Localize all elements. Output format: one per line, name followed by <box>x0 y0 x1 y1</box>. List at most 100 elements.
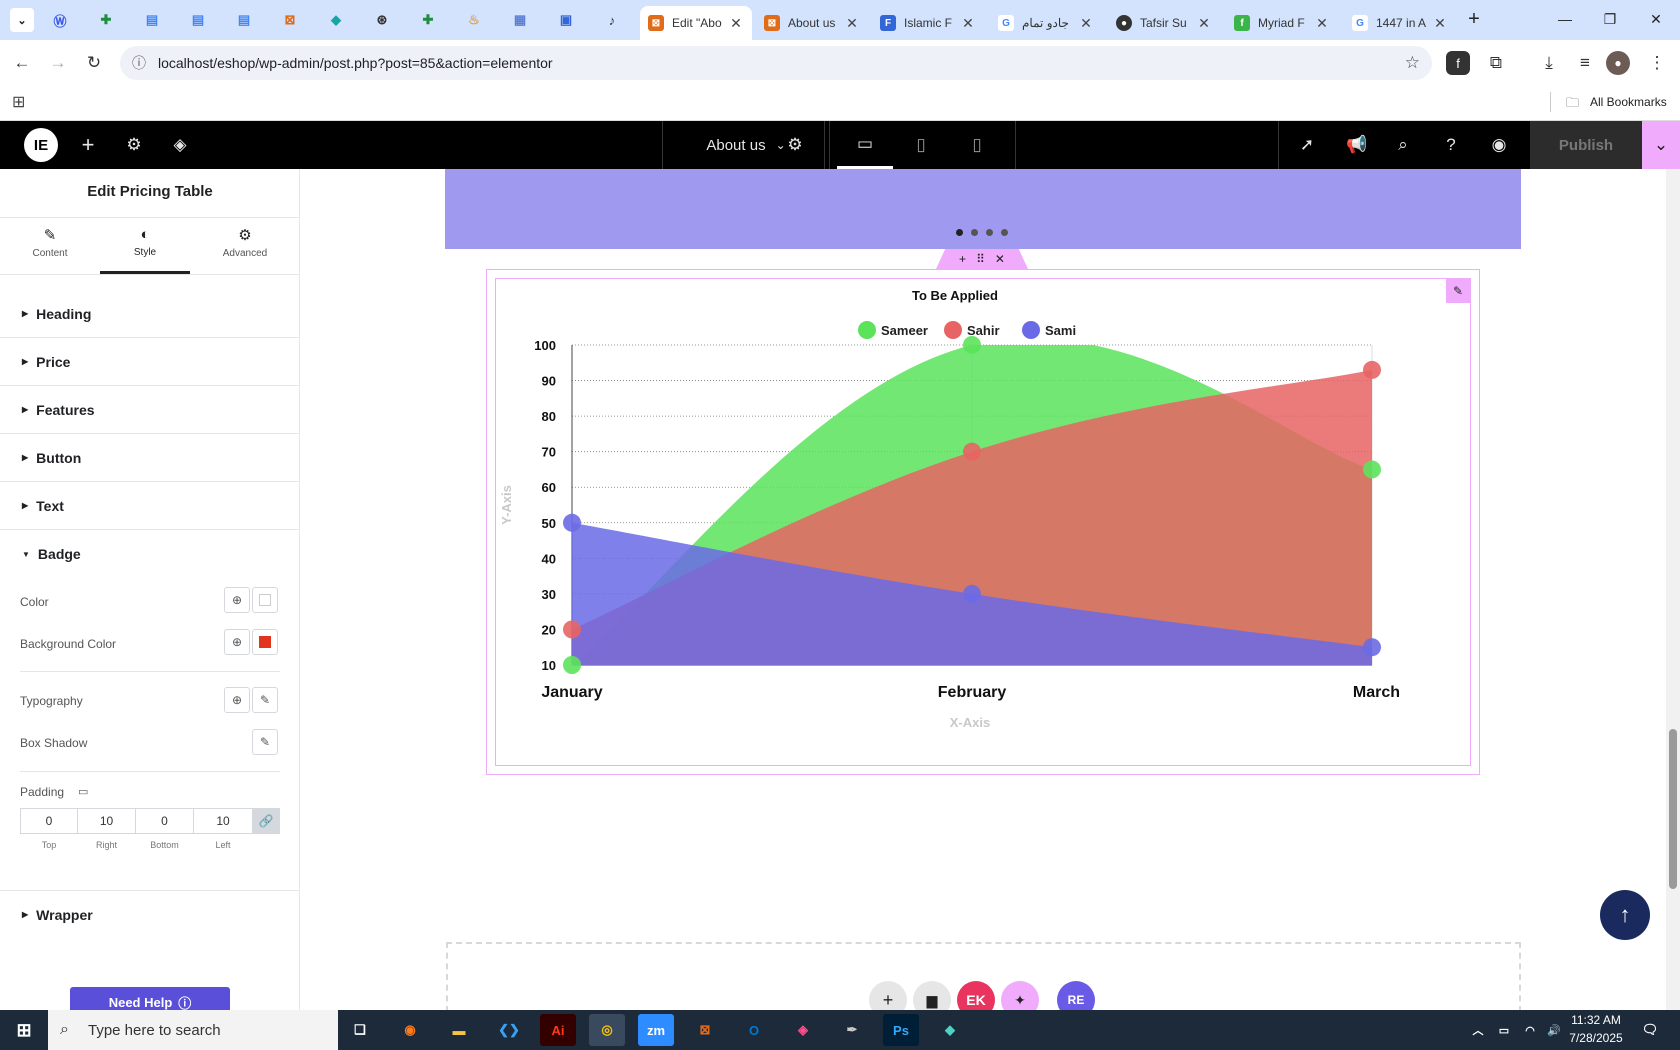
section-wrapper[interactable]: ▶ Wrapper <box>0 890 300 938</box>
apps-grid-icon[interactable]: ⊞ <box>12 94 26 111</box>
scrollbar[interactable] <box>1666 169 1680 1010</box>
all-bookmarks-link[interactable]: All Bookmarks <box>1590 95 1667 109</box>
publish-button[interactable]: Publish <box>1530 121 1642 169</box>
site-info-icon[interactable]: ⓘ <box>132 55 146 71</box>
slider-dot[interactable] <box>1001 229 1008 236</box>
tab-1447[interactable]: G 1447 in A ✕ <box>1344 6 1456 40</box>
windows-start-icon[interactable]: ⊞ <box>16 1019 32 1040</box>
page-selector[interactable]: About us ⌄ <box>662 121 830 169</box>
globe-icon[interactable]: ⊕ <box>224 687 250 713</box>
section-heading[interactable]: ▶ Heading <box>0 290 300 338</box>
slider-dot[interactable] <box>956 229 963 236</box>
vscode-icon[interactable]: ❮❯ <box>498 1022 520 1037</box>
docs-icon[interactable]: ▤ <box>191 12 205 27</box>
close-icon[interactable]: ✕ <box>962 14 974 31</box>
close-icon[interactable]: ✕ <box>846 14 858 31</box>
desktop-icon[interactable]: ▭ <box>837 121 893 169</box>
taskbar-search[interactable]: ⌕ Type here to search <box>48 1010 338 1050</box>
new-tab-button[interactable]: + <box>1468 7 1480 30</box>
tab-content[interactable]: ✎ Content <box>0 218 100 274</box>
star-icon[interactable]: ☆ <box>1404 53 1420 72</box>
section-price[interactable]: ▶ Price <box>0 338 300 386</box>
typography-edit-button[interactable]: ✎ <box>252 687 278 713</box>
rocket-icon[interactable]: ➚ <box>1299 135 1315 154</box>
xampp-icon[interactable]: ⊠ <box>699 1022 711 1037</box>
network-icon[interactable]: ▭ <box>1498 1024 1510 1037</box>
docs-icon[interactable]: ▤ <box>145 12 159 27</box>
color-picker[interactable] <box>252 587 278 613</box>
drag-handle-icon[interactable]: ⠿ <box>976 252 985 266</box>
search-icon[interactable]: ⌕ <box>1398 135 1408 154</box>
app-icon[interactable]: ♨ <box>468 12 480 27</box>
scrollbar-thumb[interactable] <box>1669 729 1677 889</box>
firefox-icon[interactable]: ◉ <box>404 1022 416 1037</box>
link-values-icon[interactable]: 🔗 <box>252 808 280 834</box>
section-text[interactable]: ▶ Text <box>0 482 300 530</box>
file-explorer-icon[interactable]: ▬ <box>452 1022 466 1038</box>
add-element-icon[interactable]: + <box>81 132 95 157</box>
chrome-icon[interactable]: ◎ <box>589 1014 625 1046</box>
sheets-icon[interactable]: ✚ <box>100 12 112 27</box>
padding-right-input[interactable]: 10 <box>77 808 136 834</box>
close-icon[interactable]: ✕ <box>1080 14 1092 31</box>
zoom-icon[interactable]: zm <box>638 1014 674 1046</box>
tab-myriad[interactable]: f Myriad F ✕ <box>1226 6 1338 40</box>
padding-bottom-input[interactable]: 0 <box>135 808 194 834</box>
tab-edit-about[interactable]: ⊠ Edit "Abo ✕ <box>640 6 752 40</box>
notifications-icon[interactable]: 🗨 <box>1641 1022 1659 1037</box>
tab-google-search[interactable]: G جادو تمام ✕ <box>990 6 1102 40</box>
back-button[interactable]: ← <box>13 53 31 72</box>
xampp-icon[interactable]: ⊠ <box>284 12 296 27</box>
notifications-icon[interactable]: 📢 <box>1346 135 1368 154</box>
avatar[interactable]: ● <box>1606 51 1630 75</box>
tab-about-us[interactable]: ⊠ About us ✕ <box>756 6 868 40</box>
close-icon[interactable]: ✕ <box>1316 14 1328 31</box>
extensions-icon[interactable]: ⧉ <box>1489 53 1503 72</box>
restore-button[interactable]: ❐ <box>1603 10 1617 27</box>
tab-style[interactable]: ◐ Style <box>100 218 190 274</box>
structure-icon[interactable]: ◈ <box>173 135 187 154</box>
app-icon[interactable]: ▦ <box>513 12 527 27</box>
app-icon[interactable]: ◆ <box>331 12 341 27</box>
tab-tafsir[interactable]: ● Tafsir Su ✕ <box>1108 6 1220 40</box>
tab-advanced[interactable]: ⚙ Advanced <box>195 218 295 274</box>
wifi-icon[interactable]: ◠ <box>1525 1024 1535 1037</box>
audio-icon[interactable]: ♪ <box>608 12 616 28</box>
section-features[interactable]: ▶ Features <box>0 386 300 434</box>
mobile-icon[interactable]: ▯ <box>972 135 982 154</box>
scroll-top-button[interactable]: ↑ <box>1600 890 1650 940</box>
wordpress-icon[interactable]: Ⓦ <box>53 13 67 29</box>
docs-icon[interactable]: ▤ <box>237 12 251 27</box>
add-section-icon[interactable]: + <box>959 252 967 266</box>
publish-options-button[interactable]: ⌄ <box>1642 121 1680 169</box>
close-window-button[interactable]: ✕ <box>1650 10 1662 27</box>
forward-button[interactable]: → <box>49 53 67 72</box>
forms-icon[interactable]: ▣ <box>559 12 573 27</box>
extension-icon[interactable]: f <box>1446 51 1470 75</box>
help-icon[interactable]: ? <box>1446 135 1456 154</box>
task-view-icon[interactable]: ❏ <box>354 1022 366 1037</box>
volume-icon[interactable]: 🔊 <box>1547 1024 1561 1037</box>
slider-dot[interactable] <box>986 229 993 236</box>
tablet-icon[interactable]: ▯ <box>916 135 926 154</box>
tab-islamic[interactable]: F Islamic F ✕ <box>872 6 984 40</box>
minimize-button[interactable]: — <box>1558 11 1572 27</box>
pen-tool-icon[interactable]: ✒ <box>846 1022 858 1037</box>
box-shadow-edit-button[interactable]: ✎ <box>252 729 278 755</box>
creative-cloud-icon[interactable]: ◈ <box>798 1022 808 1037</box>
outlook-icon[interactable]: O <box>748 1022 760 1038</box>
section-button[interactable]: ▶ Button <box>0 434 300 482</box>
padding-left-input[interactable]: 10 <box>193 808 253 834</box>
slider-dot[interactable] <box>971 229 978 236</box>
chatgpt-icon[interactable]: ⊛ <box>376 12 388 27</box>
tab-search-icon[interactable]: ⌄ <box>10 8 34 32</box>
media-icon[interactable]: ≡ <box>1580 53 1590 72</box>
close-icon[interactable]: ✕ <box>1198 14 1210 31</box>
reload-button[interactable]: ↻ <box>86 53 102 72</box>
clock-date[interactable]: 7/28/2025 <box>1569 1031 1623 1045</box>
preview-eye-icon[interactable]: ◉ <box>1491 135 1507 154</box>
page-settings-icon[interactable]: ⚙ <box>787 135 803 154</box>
background-color-picker[interactable] <box>252 629 278 655</box>
download-icon[interactable]: ⤓ <box>1545 53 1553 72</box>
photoshop-icon[interactable]: Ps <box>883 1014 919 1046</box>
